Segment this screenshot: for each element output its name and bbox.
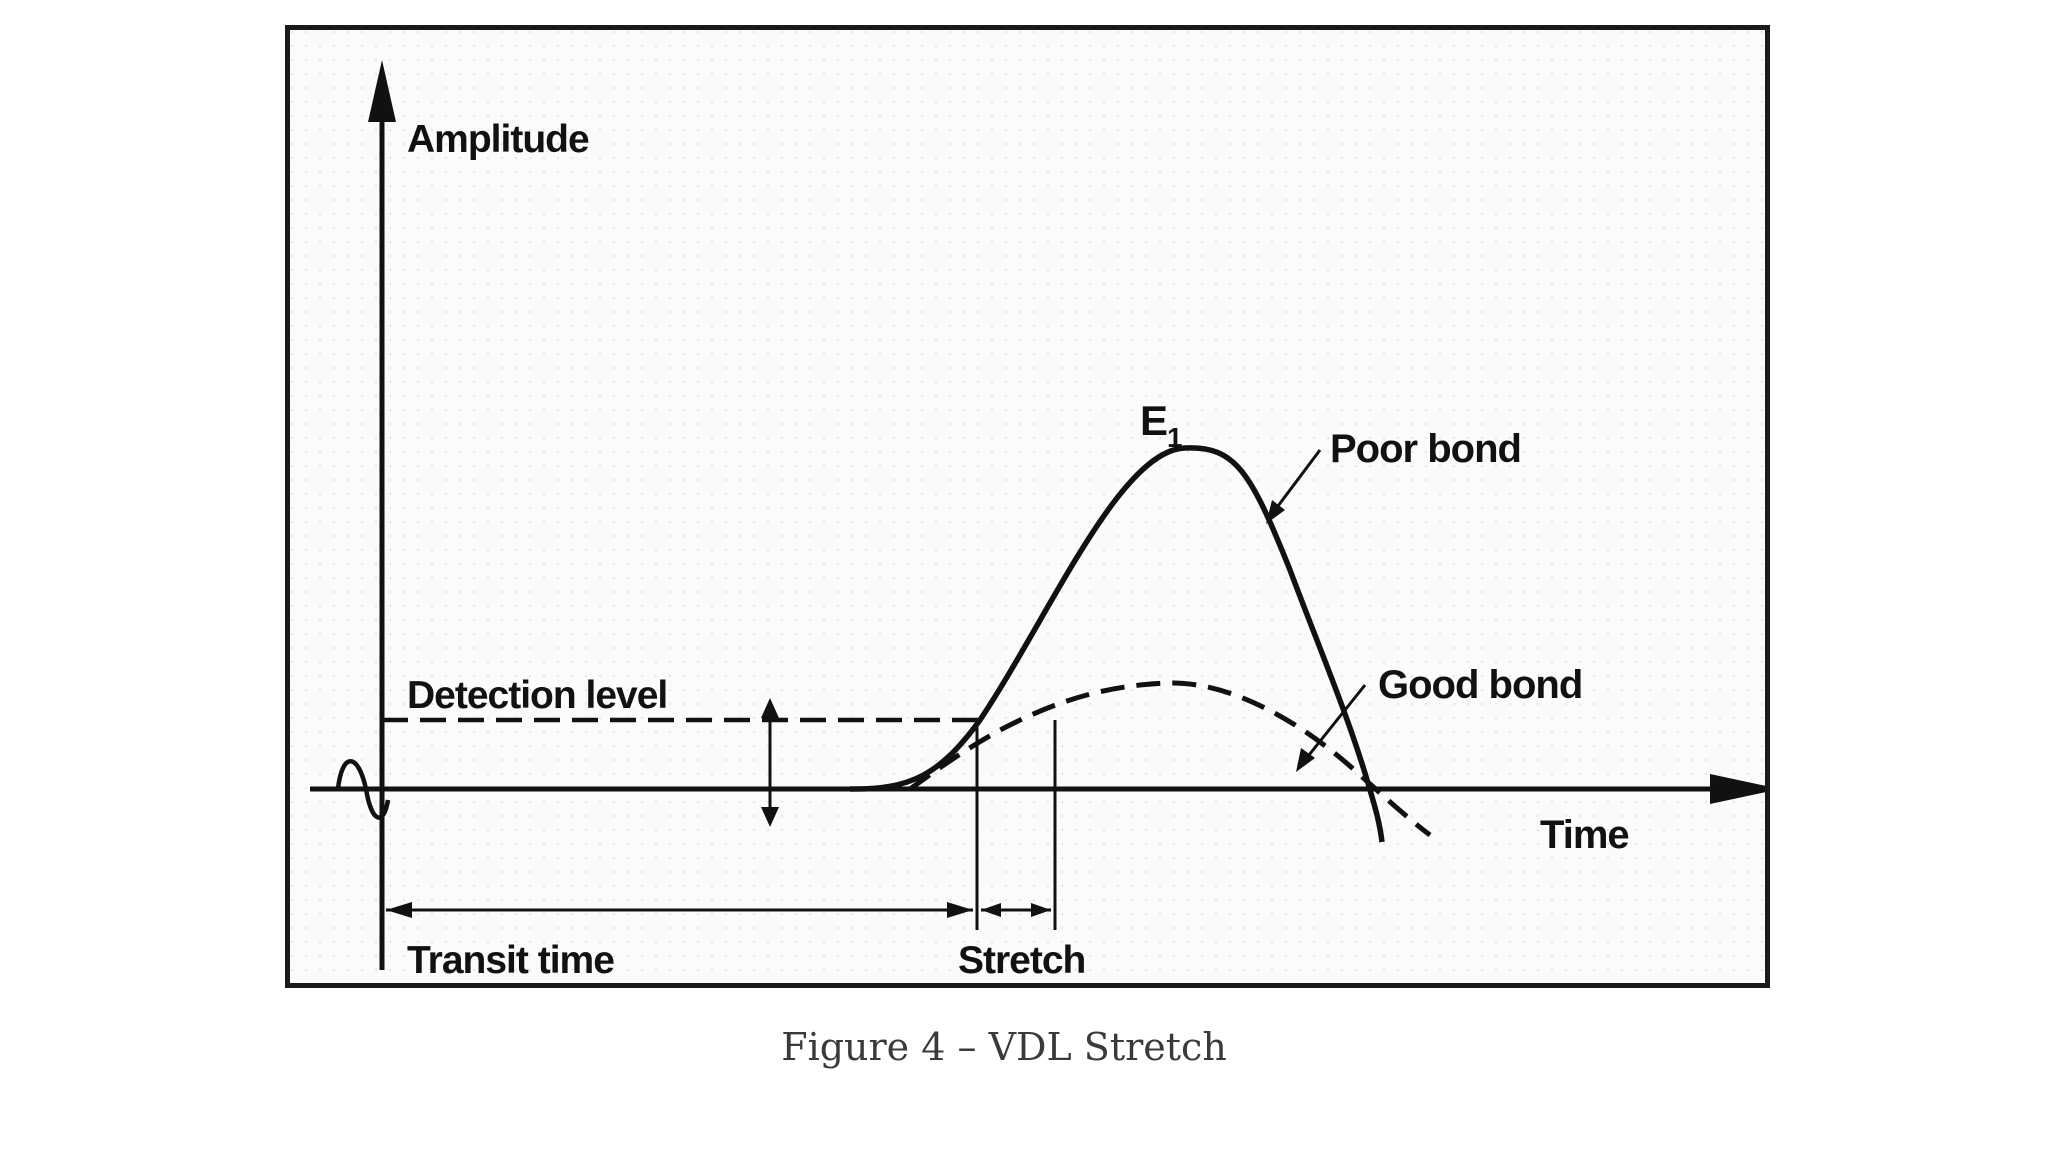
x-axis-arrowhead [1710, 774, 1765, 804]
good-bond-curve [908, 680, 1432, 837]
x-axis-label: Time [1540, 813, 1629, 857]
initial-pulse-wave [335, 759, 391, 820]
detection-marker-up-arrow [761, 698, 779, 718]
poor-bond-leader-line [1273, 449, 1322, 511]
vdl-stretch-diagram: Amplitude Time E1 Poor bond Good bond De… [285, 25, 1770, 988]
good-bond-label: Good bond [1378, 663, 1582, 707]
good-bond-leader-arrow [1296, 748, 1315, 772]
transit-time-left-arrow [386, 902, 412, 918]
transit-time-label: Transit time [407, 939, 614, 982]
dotted-background [290, 30, 1765, 983]
detection-marker-down-arrow [761, 807, 779, 827]
stretch-label: Stretch [958, 939, 1085, 982]
poor-bond-leader-arrow [1266, 500, 1285, 524]
good-bond-leader-line [1303, 684, 1367, 761]
y-axis-arrowhead [368, 60, 396, 122]
poor-bond-label: Poor bond [1330, 427, 1521, 471]
figure-caption: Figure 4 – VDL Stretch [781, 1025, 1227, 1069]
poor-bond-curve [849, 445, 1385, 843]
stretch-left-arrow [981, 903, 1001, 917]
stretch-right-arrow [1031, 903, 1051, 917]
detection-level-label: Detection level [407, 674, 667, 717]
transit-time-right-arrow [947, 902, 973, 918]
peak-label-e1: E1 [1140, 397, 1182, 453]
y-axis-label: Amplitude [407, 118, 589, 161]
